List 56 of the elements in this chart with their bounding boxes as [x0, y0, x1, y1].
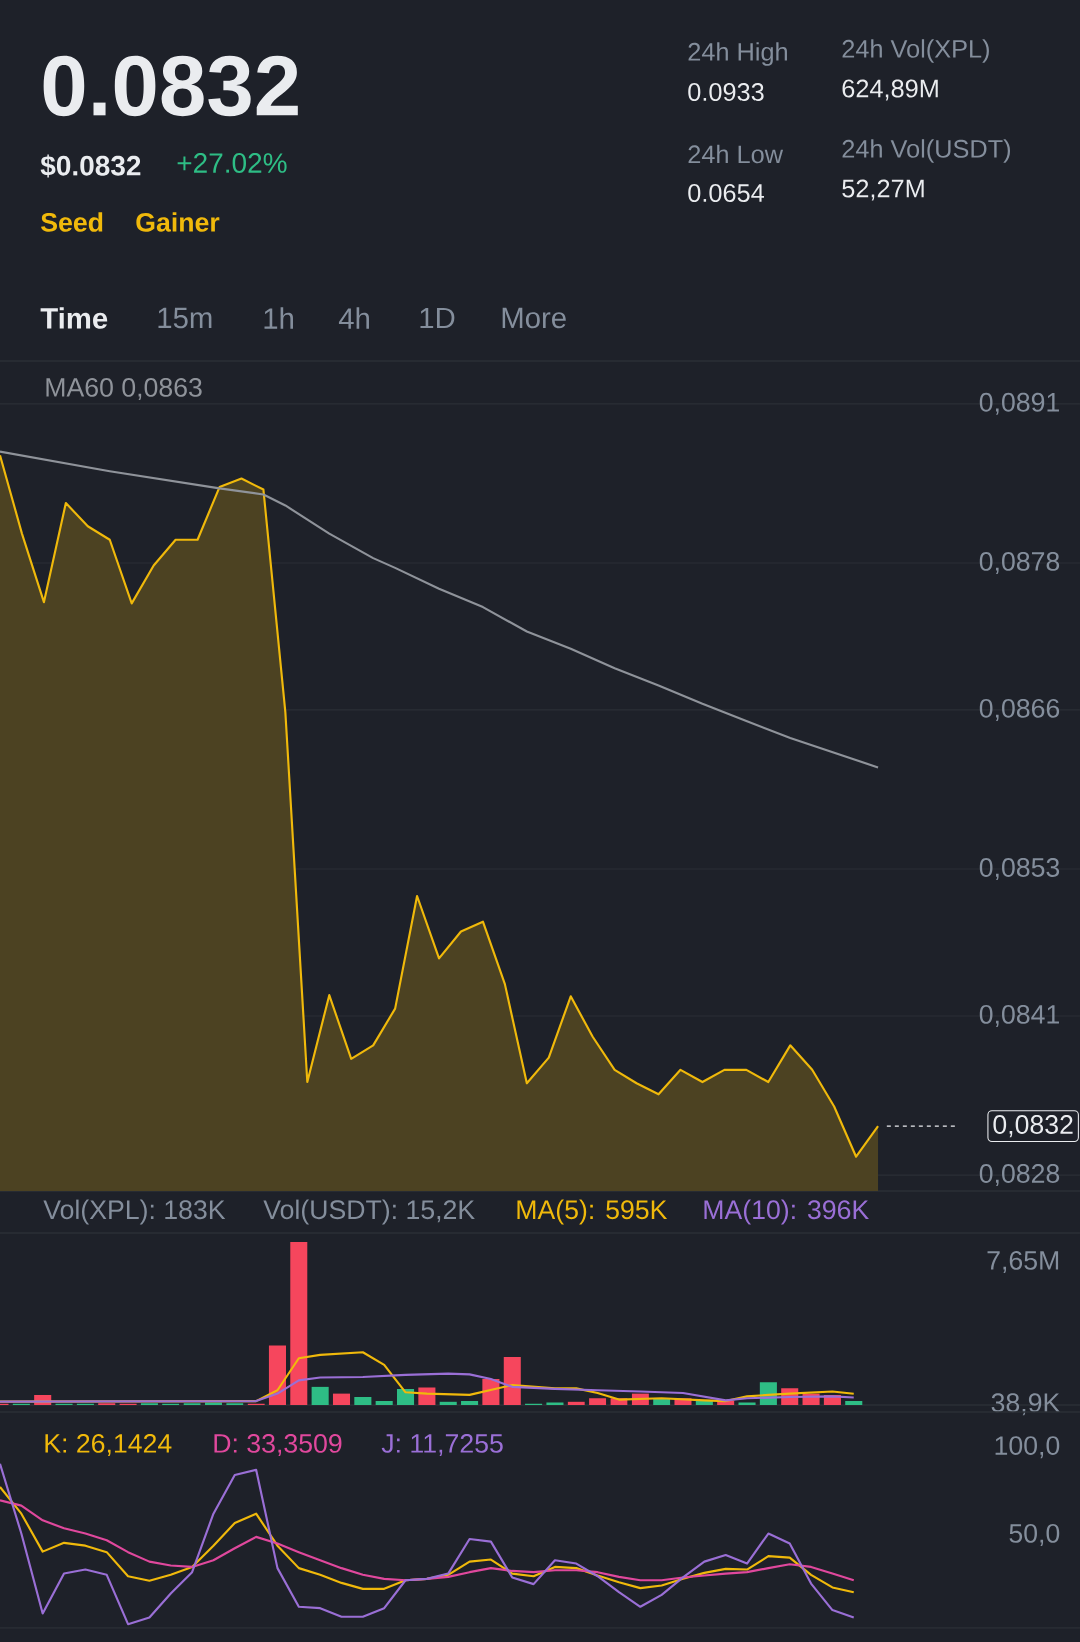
y-tick-label: 50,0 — [1009, 1523, 1060, 1546]
text: More — [502, 307, 566, 329]
text: Seed — [41, 212, 103, 232]
y-tick-label: 0,0891 — [979, 392, 1059, 415]
text: 24h Low — [688, 144, 784, 164]
text: 24h Vol(XPL) — [842, 39, 989, 63]
bar — [738, 1402, 756, 1406]
text: 624,89M — [842, 79, 938, 101]
y-tick-label: 0,0853 — [979, 858, 1060, 881]
bar — [546, 1402, 564, 1406]
text: 24h High — [688, 42, 787, 66]
text: 0.0654 — [688, 184, 764, 202]
text: Vol(XPL): 183K — [43, 1199, 226, 1225]
line-series — [0, 1485, 855, 1594]
bar — [375, 1401, 393, 1406]
text: 24h Vol(USDT) — [842, 139, 1011, 163]
line-series — [0, 1499, 855, 1582]
bar — [695, 1401, 713, 1406]
text: 1h — [264, 307, 293, 329]
line-series — [0, 1462, 855, 1626]
y-tick-label: 0,0878 — [979, 551, 1060, 575]
line-series — [0, 1372, 855, 1403]
y-tick-label: 0,0841 — [979, 1004, 1059, 1027]
bar — [589, 1398, 607, 1406]
y-tick-label: 100,0 — [995, 1436, 1060, 1459]
text: 1D — [420, 307, 455, 329]
text: $0.0832 — [40, 154, 141, 178]
text: +27.02% — [177, 153, 287, 173]
text: J: 11,7255 — [381, 1434, 503, 1457]
text: 0.0832 — [43, 55, 298, 117]
bar — [354, 1396, 372, 1406]
bar — [290, 1241, 308, 1406]
bar — [204, 1402, 222, 1406]
text: MA(10): 396K — [704, 1199, 869, 1225]
text: 0.0933 — [688, 83, 764, 101]
y-tick-label: 0,0866 — [979, 698, 1060, 721]
text: 4h — [338, 307, 369, 329]
y-tick-label: 38,9K — [991, 1393, 1060, 1416]
text: Gainer — [136, 212, 220, 232]
text: D: 33,3509 — [214, 1434, 342, 1457]
bar — [503, 1356, 521, 1406]
y-tick-label: 0,0828 — [979, 1164, 1060, 1187]
bar — [332, 1393, 351, 1406]
text: MA60 0,0863 — [46, 378, 202, 401]
text: MA(5): 595K — [517, 1199, 668, 1225]
bar — [845, 1401, 863, 1406]
text: Vol(USDT): 15,2K — [263, 1199, 475, 1225]
ref-line-label: 0,0832 — [993, 1115, 1073, 1138]
bar — [268, 1345, 287, 1406]
bar — [461, 1401, 479, 1406]
text: Time — [40, 307, 108, 329]
text: K: 26,1424 — [45, 1434, 172, 1457]
text: 15m — [158, 307, 212, 329]
bar — [311, 1386, 329, 1406]
y-tick-label: 7,65M — [987, 1250, 1059, 1273]
text: 52,27M — [842, 179, 924, 201]
